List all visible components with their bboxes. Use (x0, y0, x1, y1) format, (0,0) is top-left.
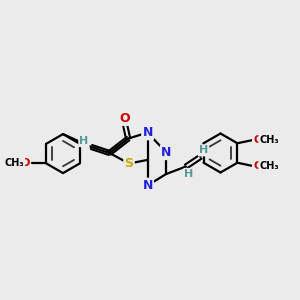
Text: CH₃: CH₃ (260, 135, 279, 145)
Text: CH₃: CH₃ (4, 158, 24, 168)
Text: O: O (119, 112, 130, 125)
Text: N: N (142, 126, 153, 139)
Text: O: O (20, 158, 30, 168)
Text: N: N (161, 146, 171, 159)
Text: CH₃: CH₃ (260, 161, 279, 171)
Text: N: N (142, 179, 153, 192)
Text: O: O (253, 135, 262, 145)
Text: H: H (184, 169, 194, 179)
Text: H: H (80, 136, 88, 146)
Text: O: O (253, 161, 262, 171)
Text: H: H (199, 145, 208, 155)
Text: S: S (124, 157, 134, 170)
